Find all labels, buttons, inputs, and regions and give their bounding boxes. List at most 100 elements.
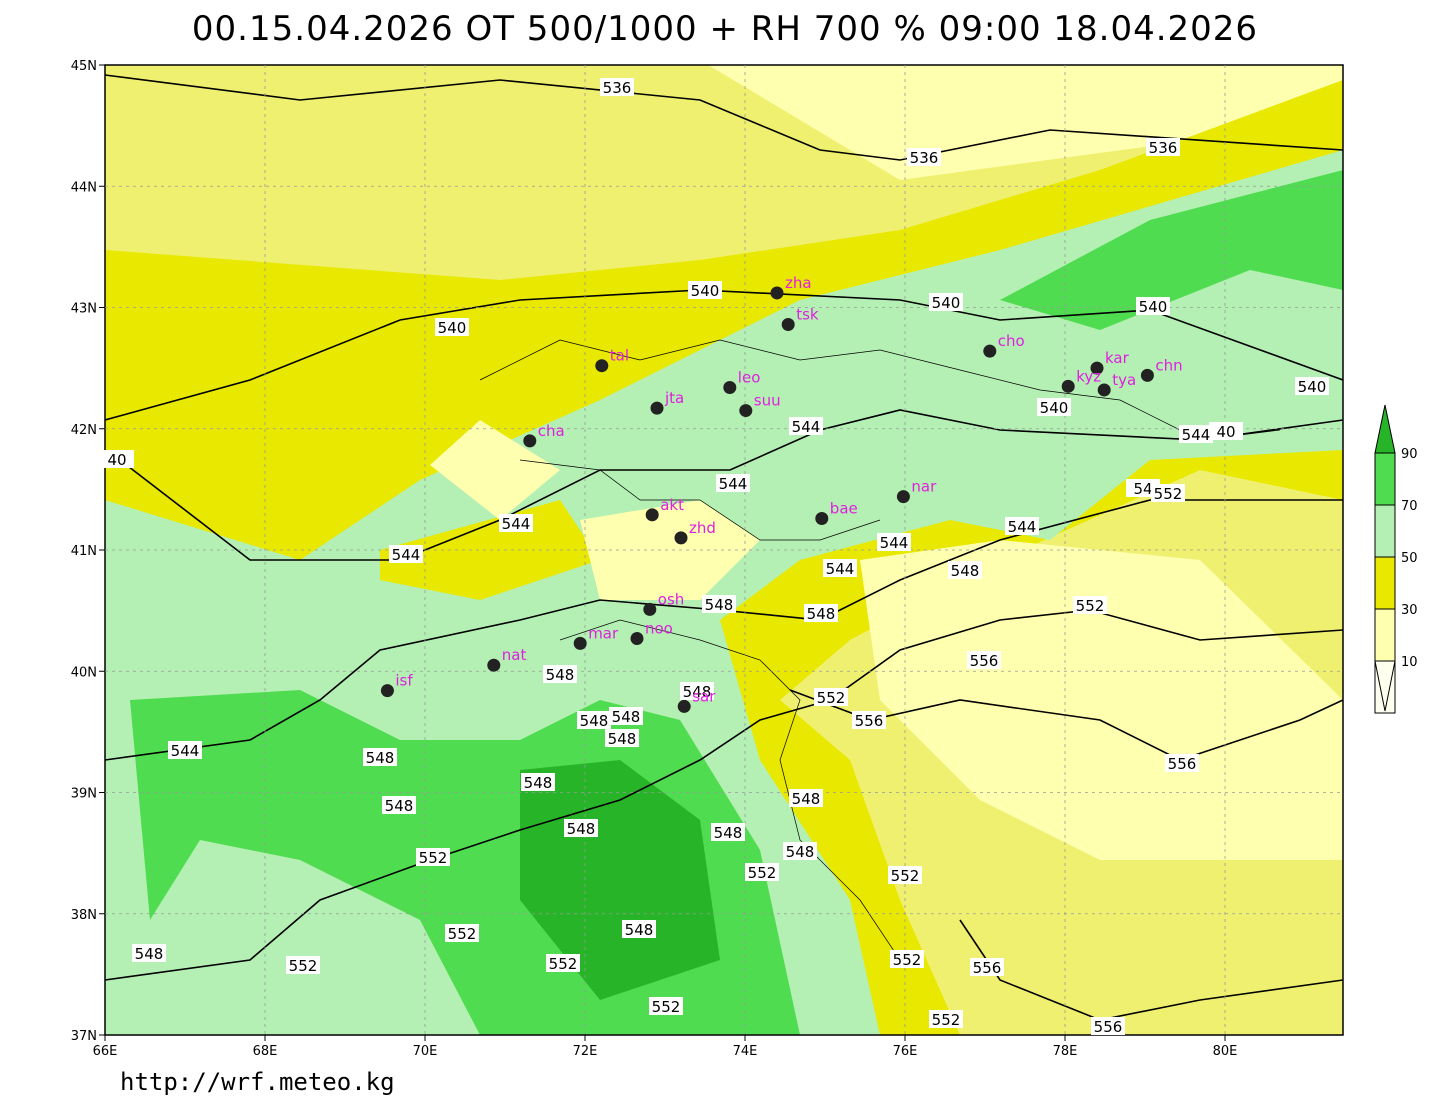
- contour-label-bg: [1091, 1017, 1125, 1035]
- contour-label: 552: [289, 957, 318, 975]
- contour-label: 552: [652, 998, 681, 1016]
- contour-label: 548: [714, 824, 743, 842]
- contour-label: 548: [366, 749, 395, 767]
- contour-label-bg: [745, 863, 779, 881]
- contour-label-bg: [783, 842, 817, 860]
- contour-label-bg: [600, 78, 634, 96]
- contour-label-bg: [363, 748, 397, 766]
- station-label: sar: [692, 687, 716, 705]
- contour-label: 548: [135, 945, 164, 963]
- contour-label: 536: [1149, 139, 1178, 157]
- contour-label-bg: [564, 819, 598, 837]
- station-dot: [1061, 379, 1075, 393]
- contour-label-bg: [543, 665, 577, 683]
- station-label: kar: [1105, 349, 1130, 367]
- contour-label-bg: [888, 866, 922, 884]
- contour-label: 540: [1139, 298, 1168, 316]
- station-label: suu: [754, 392, 781, 410]
- station-label: nar: [911, 478, 937, 496]
- lon-tick-label: 78E: [1053, 1044, 1078, 1059]
- contour-label: 548: [580, 712, 609, 730]
- station-label: tal: [610, 347, 629, 365]
- contour-label: 540: [691, 282, 720, 300]
- contour-label: 54: [1133, 480, 1152, 498]
- contour-label-bg: [688, 281, 722, 299]
- contour-label-bg: [789, 789, 823, 807]
- station-label: tsk: [796, 305, 819, 323]
- contour-label: 556: [1094, 1018, 1123, 1036]
- contour-label: 544: [880, 534, 909, 552]
- station-dot: [523, 434, 537, 448]
- station-label: cho: [998, 332, 1025, 350]
- station-dot: [723, 381, 737, 395]
- contour-label-bg: [814, 688, 848, 706]
- colorbar-segment: [1374, 608, 1396, 662]
- contour-label-bg: [1073, 596, 1107, 614]
- station-dot: [595, 359, 609, 373]
- colorbar-label: 70: [1401, 499, 1418, 514]
- lat-tick-label: 42N: [71, 423, 97, 438]
- contour-label-bg: [929, 1010, 963, 1028]
- contour-label: 544: [792, 418, 821, 436]
- station-dot: [650, 401, 664, 415]
- colorbar-segment: [1374, 556, 1396, 610]
- contour-label: 40: [107, 451, 126, 469]
- station-label: jta: [664, 389, 684, 407]
- contour-label-bg: [877, 533, 911, 551]
- lat-tick-label: 43N: [71, 302, 97, 317]
- lon-tick-label: 76E: [893, 1044, 918, 1059]
- station-dot: [770, 286, 784, 300]
- contour-label: 40: [1216, 423, 1235, 441]
- contour-label-bg: [890, 950, 924, 968]
- contour-label-bg: [970, 958, 1004, 976]
- contour-label: 544: [392, 546, 421, 564]
- source-url: http://wrf.meteo.kg: [120, 1068, 395, 1096]
- contour-label: 552: [748, 864, 777, 882]
- contour-label-bg: [1151, 484, 1185, 502]
- contour-label-bg: [382, 796, 416, 814]
- contour-label-bg: [1165, 754, 1199, 772]
- contour-label-bg: [1037, 398, 1071, 416]
- station-dot: [674, 531, 688, 545]
- contour-label-bg: [389, 545, 423, 563]
- station-label: chn: [1155, 356, 1182, 374]
- contour-label-bg: [823, 559, 857, 577]
- contour-label-bg: [649, 997, 683, 1015]
- contour-label: 544: [719, 475, 748, 493]
- colorbar-cap: [1374, 404, 1396, 454]
- contour-label: 552: [817, 689, 846, 707]
- lat-tick-label: 45N: [71, 59, 97, 74]
- contour-label-bg: [1209, 422, 1243, 440]
- contour-label: 552: [893, 951, 922, 969]
- contour-label: 552: [419, 849, 448, 867]
- contour-label-bg: [168, 741, 202, 759]
- contour-label-bg: [948, 561, 982, 579]
- station-label: isf: [395, 672, 413, 690]
- lon-tick-label: 66E: [93, 1044, 118, 1059]
- contour-label: 548: [608, 730, 637, 748]
- lat-tick-label: 39N: [71, 787, 97, 802]
- station-dot: [1097, 383, 1111, 397]
- contour-label: 548: [567, 820, 596, 838]
- contour-label-bg: [907, 148, 941, 166]
- station-dot: [815, 511, 829, 525]
- station-dot: [781, 317, 795, 331]
- colorbar-segment: [1374, 504, 1396, 558]
- title: 00.15.04.2026 OT 500/1000 + RH 700 % 09:…: [192, 9, 1258, 49]
- station-dot: [896, 490, 910, 504]
- contour-label: 540: [1298, 378, 1327, 396]
- contour-label-bg: [702, 595, 736, 613]
- contour-label-bg: [716, 474, 750, 492]
- contour-label: 540: [1040, 399, 1069, 417]
- contour-label: 548: [524, 774, 553, 792]
- station-label: leo: [738, 369, 761, 387]
- contour-label: 556: [973, 959, 1002, 977]
- contour-label-bg: [100, 450, 134, 468]
- station-dot: [573, 636, 587, 650]
- contour-label-bg: [1179, 425, 1213, 443]
- lat-tick-label: 44N: [71, 180, 97, 195]
- contour-label-bg: [609, 707, 643, 725]
- lon-tick-label: 70E: [413, 1044, 438, 1059]
